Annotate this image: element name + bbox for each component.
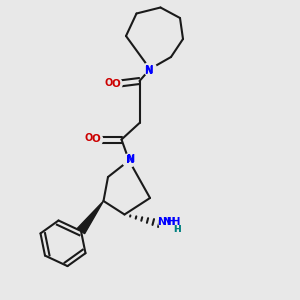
Circle shape [159, 214, 177, 232]
Text: N: N [144, 65, 153, 76]
Text: H: H [173, 225, 181, 234]
Circle shape [143, 62, 157, 76]
Circle shape [122, 154, 136, 167]
Text: NH: NH [164, 217, 181, 227]
Text: O: O [111, 79, 120, 89]
Text: NH: NH [158, 217, 175, 227]
Circle shape [109, 77, 122, 91]
Circle shape [89, 133, 103, 146]
Text: O: O [105, 77, 113, 88]
Text: H: H [173, 225, 181, 234]
Text: N: N [145, 64, 154, 75]
Text: N: N [125, 154, 134, 165]
Text: O: O [84, 133, 93, 143]
Text: N: N [126, 154, 134, 164]
Polygon shape [77, 201, 104, 234]
Text: O: O [92, 134, 100, 145]
